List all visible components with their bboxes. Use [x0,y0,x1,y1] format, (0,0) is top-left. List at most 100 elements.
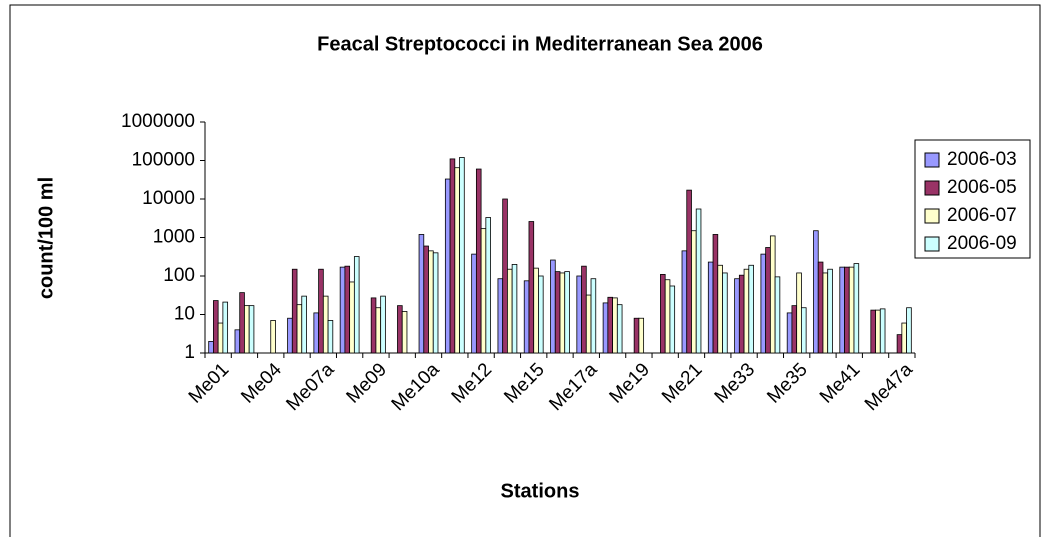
bar [444,178,451,354]
bar [418,234,425,354]
bar [471,253,477,354]
bar [291,268,298,354]
bar [686,189,692,354]
bar [370,297,377,354]
y-tick-label: 10 [174,304,195,325]
bar [217,322,224,354]
y-tick-label: 1000000 [121,111,195,132]
bar [248,305,255,354]
bar [401,311,408,354]
bar [774,276,781,354]
bar [222,301,229,354]
bar [511,264,518,354]
bar [585,294,592,354]
bar [344,265,351,354]
bar [301,295,307,354]
bar [480,228,487,354]
bar [765,247,771,354]
bar [817,261,824,354]
bar [616,304,623,354]
bar [901,322,907,354]
bar [664,279,671,354]
bar [813,230,819,354]
bar [423,245,429,354]
bar [638,317,645,354]
bar [239,292,245,354]
legend-swatch [924,236,940,252]
bar [722,272,728,354]
bar [475,168,482,354]
bar [769,235,776,354]
bar [896,334,903,354]
bar [748,264,754,354]
bar [801,307,807,354]
y-tick-label: 100000 [132,150,195,171]
bar [459,157,465,354]
bar [669,285,676,354]
bar [786,312,793,354]
bar [848,266,855,354]
bar [559,272,566,354]
bar [485,217,491,354]
bar [822,272,829,354]
bar [590,278,597,354]
bar [875,309,881,354]
bar [612,297,618,354]
bar [528,221,535,354]
bar [296,304,303,354]
bar [554,271,561,354]
bar [760,253,767,354]
legend-swatch [924,208,940,224]
bar [564,271,570,354]
bar [375,307,382,354]
bar [550,259,556,354]
bar [234,329,241,354]
y-tick-label: 100 [163,265,195,286]
bar [428,250,434,354]
bar [208,341,214,354]
bar [287,317,293,354]
bar [449,158,456,354]
chart-title: Feacal Streptococci in Mediterranean Sea… [317,33,763,55]
bar [318,268,324,354]
bar [791,305,798,354]
bar [839,266,845,354]
y-tick-label: 1000 [153,227,195,248]
bar [432,252,439,354]
bar [870,309,876,354]
bar [633,317,640,354]
bar [743,268,750,354]
bar [213,300,219,354]
bar [397,305,403,354]
bar [244,305,250,354]
bar [576,275,582,354]
bar [717,264,723,354]
legend-swatch [924,152,940,168]
bar [844,266,850,354]
bar [523,280,530,354]
legend-label: 2006-05 [947,177,1017,198]
y-axis-label: count/100 ml [35,177,57,299]
bar [502,198,508,354]
legend-label: 2006-07 [947,205,1017,226]
bar [581,265,587,354]
bar [695,208,702,354]
bar [607,296,613,354]
bar [734,278,740,354]
bar [602,302,609,354]
bar [707,261,714,354]
bar [660,274,666,354]
legend-label: 2006-03 [947,149,1017,170]
bar [313,312,320,354]
bar [327,320,334,354]
legend-swatch [924,180,940,196]
bar [681,250,688,354]
y-tick-label: 1 [184,342,195,363]
bar [380,295,386,354]
chart-frame [9,4,1041,537]
bar [533,267,539,354]
bar [353,256,360,354]
bar [796,272,802,354]
bar [853,263,860,354]
